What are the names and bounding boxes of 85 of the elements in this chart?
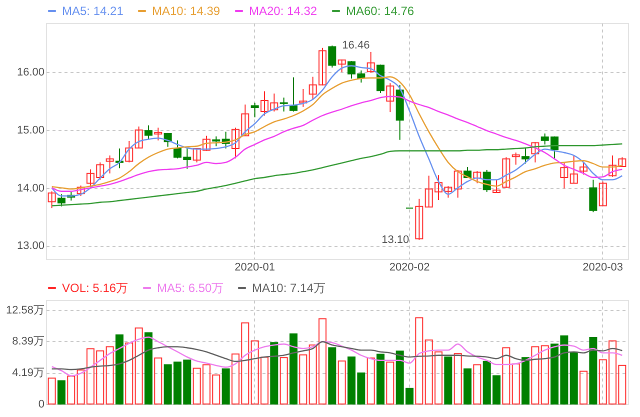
bar	[386, 362, 394, 404]
candlestick	[125, 140, 134, 163]
x-tick-label: 2020-03	[582, 262, 624, 274]
bar	[338, 360, 346, 404]
legend-label: MA20: 14.32	[249, 4, 318, 18]
candlestick	[560, 162, 568, 189]
bar	[570, 352, 578, 404]
candlestick	[154, 127, 162, 141]
bar	[125, 342, 134, 404]
bar	[444, 356, 452, 404]
bar	[289, 333, 298, 404]
legend-label: MA5: 6.50万	[157, 281, 224, 295]
candlestick	[454, 169, 462, 198]
candlestick	[366, 51, 375, 74]
bar	[115, 334, 124, 404]
bar	[222, 368, 230, 404]
candlestick	[570, 154, 578, 184]
bar	[376, 354, 385, 404]
candlestick	[502, 156, 510, 188]
legend-label: MA60: 14.76	[346, 4, 414, 18]
candlestick	[338, 58, 346, 73]
candlestick	[492, 179, 501, 193]
candlestick	[299, 88, 308, 108]
y-tick-label: 16.00	[16, 66, 44, 79]
y-tick-label: 12.58万	[6, 304, 44, 316]
bar	[106, 346, 114, 404]
bar	[464, 368, 472, 404]
candlestick	[144, 124, 152, 140]
candlestick	[589, 179, 598, 213]
y-tick-label: 15.00	[16, 124, 44, 137]
x-tick-label: 2020-01	[234, 262, 276, 274]
y-tick-label: 4.19万	[12, 367, 44, 380]
line-series	[51, 336, 623, 376]
candlestick	[473, 170, 482, 184]
bar	[589, 337, 598, 404]
y-tick-label: 8.39万	[12, 336, 44, 348]
candlestick	[134, 126, 143, 148]
candlestick	[531, 142, 540, 163]
candlestick	[48, 190, 56, 209]
line-series	[51, 341, 623, 370]
bar	[280, 357, 288, 404]
legend-label: MA10: 7.14万	[252, 281, 326, 295]
legend-label: MA10: 14.39	[152, 4, 220, 18]
bar	[270, 342, 278, 404]
bar	[299, 354, 308, 404]
candlestick	[106, 154, 114, 174]
legend-label: MA5: 14.21	[62, 4, 124, 18]
annotation: 16.46	[342, 40, 370, 52]
bar	[134, 327, 143, 404]
candlestick	[415, 198, 424, 240]
x-tick-label: 2020-02	[389, 262, 430, 274]
candlestick	[580, 162, 588, 176]
candlestick	[386, 82, 394, 113]
bar	[531, 346, 540, 404]
bar	[512, 363, 520, 404]
bar	[144, 332, 152, 404]
annotation: 13.10	[382, 234, 410, 246]
bar	[580, 370, 588, 404]
candlestick	[76, 185, 85, 196]
bar	[415, 317, 424, 404]
bar	[57, 380, 66, 404]
candlestick	[115, 148, 124, 169]
candlestick	[328, 45, 336, 68]
bar	[67, 376, 76, 404]
y-tick-label: 14.00	[16, 182, 44, 194]
candlestick	[512, 152, 520, 166]
bar	[328, 347, 336, 404]
bar	[366, 357, 375, 404]
bar	[48, 378, 56, 404]
legend-label: VOL: 5.16万	[62, 281, 128, 295]
bar	[454, 353, 462, 404]
candlestick	[280, 97, 288, 112]
candlestick	[598, 180, 607, 206]
candlestick	[289, 76, 298, 112]
candlestick	[212, 136, 220, 147]
y-tick-label: 13.00	[16, 240, 44, 252]
bar	[522, 357, 530, 404]
bar	[502, 347, 510, 404]
candlestick	[250, 102, 259, 118]
bar	[154, 357, 162, 404]
y-tick-label: 0	[38, 398, 44, 410]
candlestick	[522, 147, 530, 164]
bar	[473, 364, 482, 404]
bar	[540, 345, 549, 404]
candlestick	[57, 194, 66, 207]
